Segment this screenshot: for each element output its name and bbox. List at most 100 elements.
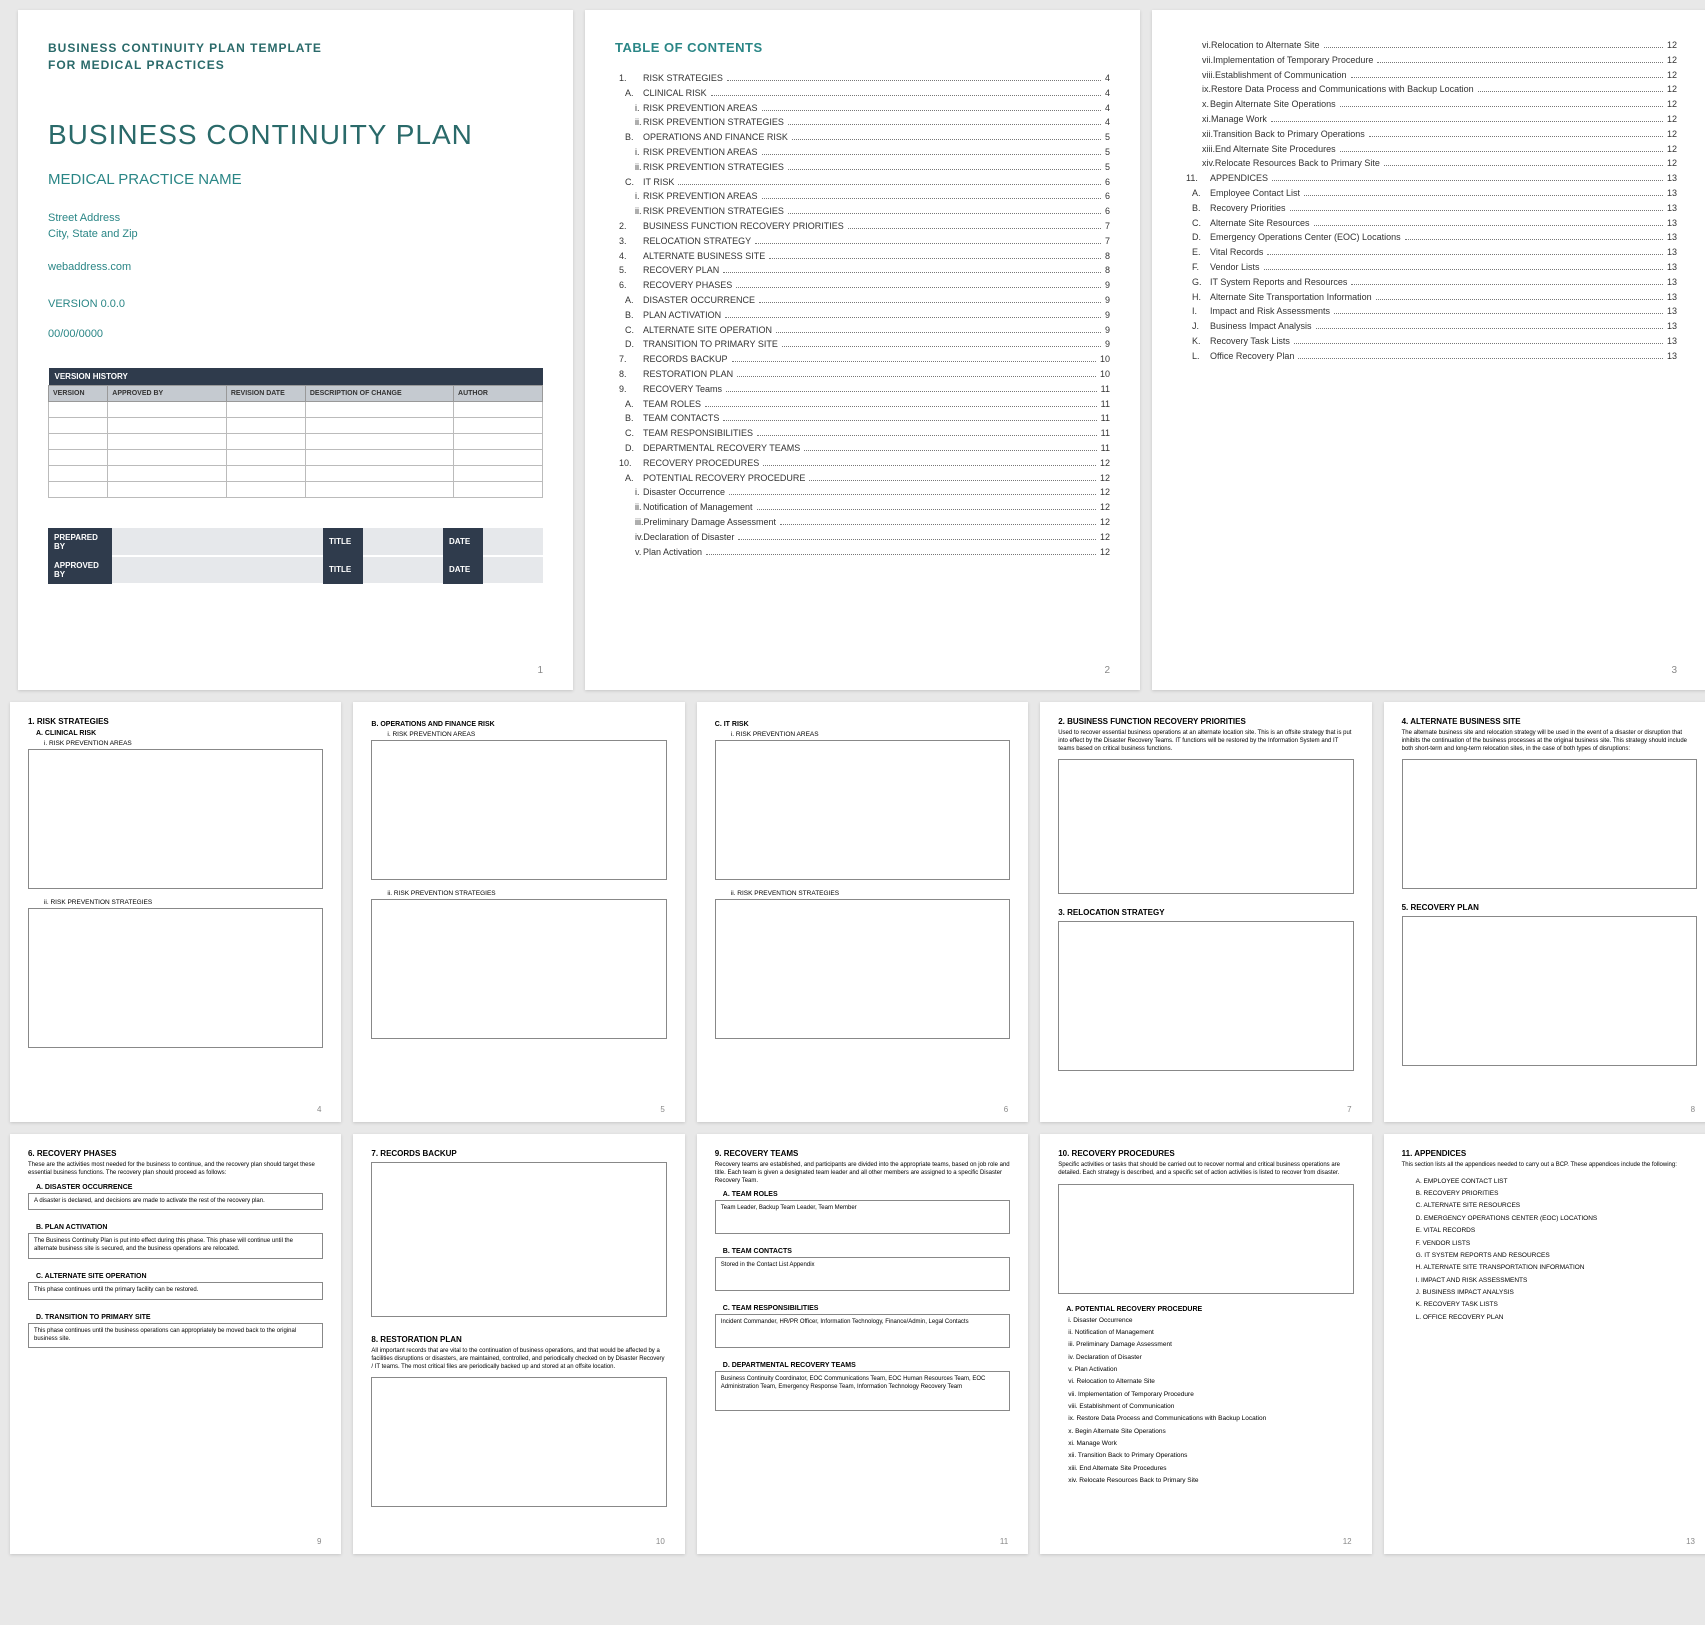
toc-page: 8 — [1105, 251, 1110, 262]
content-box[interactable]: Stored in the Contact List Appendix — [715, 1257, 1010, 1291]
date-field-1[interactable] — [483, 528, 543, 556]
content-box[interactable]: This phase continues until the business … — [28, 1323, 323, 1349]
toc-page: 7 — [1105, 221, 1110, 232]
row-3: 6. RECOVERY PHASES These are the activit… — [10, 1134, 1705, 1554]
toc-label: RISK PREVENTION AREAS — [643, 147, 758, 158]
content-box[interactable]: Business Continuity Coordinator, EOC Com… — [715, 1371, 1010, 1411]
toc-dots — [1298, 358, 1663, 359]
toc-page: 13 — [1667, 173, 1677, 184]
subsection-heading: D. DEPARTMENTAL RECOVERY TEAMS — [723, 1362, 1010, 1369]
toc-dots — [762, 110, 1101, 111]
list-item: xiii. End Alternate Site Procedures — [1068, 1463, 1353, 1475]
toc-page: 4 — [1105, 73, 1110, 84]
content-box[interactable] — [715, 899, 1010, 1039]
content-box[interactable]: Team Leader, Backup Team Leader, Team Me… — [715, 1200, 1010, 1234]
document-title: BUSINESS CONTINUITY PLAN — [48, 119, 543, 151]
page-number: 6 — [1004, 1105, 1008, 1114]
toc-marker: 2. — [615, 221, 643, 232]
content-box[interactable] — [28, 908, 323, 1048]
content-box[interactable] — [1402, 916, 1697, 1066]
approved-by-field[interactable] — [112, 556, 323, 584]
toc-page: 12 — [1667, 40, 1677, 51]
list-item: viii. Establishment of Communication — [1068, 1401, 1353, 1413]
toc-dots — [762, 198, 1101, 199]
title-field-2[interactable] — [363, 556, 443, 584]
content-box[interactable]: This phase continues until the primary f… — [28, 1282, 323, 1300]
toc-entry: G.IT System Reports and Resources13 — [1182, 277, 1677, 288]
vh-col-header: DESCRIPTION OF CHANGE — [305, 385, 453, 401]
page-number: 13 — [1686, 1537, 1695, 1546]
content-box[interactable] — [371, 899, 666, 1039]
section-heading: 2. BUSINESS FUNCTION RECOVERY PRIORITIES — [1058, 717, 1353, 726]
toc-page: 11 — [1101, 428, 1110, 439]
toc-marker: 1. — [615, 73, 643, 84]
content-box[interactable] — [715, 740, 1010, 880]
section-description: These are the activities most needed for… — [28, 1162, 323, 1178]
toc-label: ALTERNATE BUSINESS SITE — [643, 251, 765, 262]
subsection-heading: A. DISASTER OCCURRENCE — [36, 1184, 323, 1191]
subsub-heading: i. RISK PREVENTION AREAS — [387, 731, 666, 738]
toc-dots — [1314, 225, 1663, 226]
toc-dots — [1264, 269, 1663, 270]
page-3-toc: vi.Relocation to Alternate Site12vii.Imp… — [1152, 10, 1705, 690]
toc-dots — [706, 554, 1096, 555]
box-text: This phase continues until the business … — [29, 1324, 322, 1348]
toc-marker: ii. — [615, 117, 643, 128]
toc-page: 13 — [1667, 188, 1677, 199]
toc-page: 12 — [1100, 547, 1110, 558]
content-box[interactable] — [371, 740, 666, 880]
toc-page: 11 — [1101, 384, 1110, 395]
toc-marker: A. — [615, 399, 643, 410]
toc-label: RECOVERY PROCEDURES — [643, 458, 759, 469]
toc-marker: ii. — [615, 206, 643, 217]
toc-entry: vii.Implementation of Temporary Procedur… — [1182, 55, 1677, 66]
practice-name: MEDICAL PRACTICE NAME — [48, 171, 543, 188]
toc-page: 7 — [1105, 236, 1110, 247]
toc-list: 1.RISK STRATEGIES4A.CLINICAL RISK4i.RISK… — [615, 73, 1110, 557]
toc-label: Office Recovery Plan — [1210, 351, 1294, 362]
content-box[interactable] — [371, 1377, 666, 1507]
page-13: 11. APPENDICES This section lists all th… — [1384, 1134, 1705, 1554]
subsection-heading: A. CLINICAL RISK — [36, 730, 323, 737]
section-heading: 7. RECORDS BACKUP — [371, 1149, 666, 1158]
toc-entry: C.TEAM RESPONSIBILITIES11 — [615, 428, 1110, 439]
toc-dots — [1290, 210, 1663, 211]
content-box[interactable] — [28, 749, 323, 889]
toc-dots — [804, 450, 1096, 451]
toc-label: ALTERNATE SITE OPERATION — [643, 325, 772, 336]
row-1: BUSINESS CONTINUITY PLAN TEMPLATE FOR ME… — [10, 10, 1705, 690]
toc-dots — [1271, 121, 1663, 122]
toc-dots — [792, 139, 1101, 140]
content-box[interactable]: Incident Commander, HR/PR Officer, Infor… — [715, 1314, 1010, 1348]
toc-dots — [1351, 284, 1663, 285]
toc-entry: A.Employee Contact List13 — [1182, 188, 1677, 199]
toc-page: 13 — [1667, 351, 1677, 362]
toc-entry: v.Plan Activation12 — [615, 547, 1110, 558]
toc-entry: i.Disaster Occurrence12 — [615, 487, 1110, 498]
toc-marker: B. — [1182, 203, 1210, 214]
content-box[interactable]: A disaster is declared, and decisions ar… — [28, 1193, 323, 1211]
content-box[interactable] — [1058, 1184, 1353, 1294]
page-4: 1. RISK STRATEGIES A. CLINICAL RISK i. R… — [10, 702, 341, 1122]
prepared-by-field[interactable] — [112, 528, 323, 556]
toc-page: 12 — [1667, 84, 1677, 95]
title-field-1[interactable] — [363, 528, 443, 556]
toc-marker: C. — [615, 428, 643, 439]
toc-list: vi.Relocation to Alternate Site12vii.Imp… — [1182, 40, 1677, 362]
date-field-2[interactable] — [483, 556, 543, 584]
subsub-heading: ii. RISK PREVENTION STRATEGIES — [387, 890, 666, 897]
content-box[interactable]: The Business Continuity Plan is put into… — [28, 1233, 323, 1259]
page-number: 2 — [1104, 665, 1110, 676]
toc-entry: 9.RECOVERY Teams11 — [615, 384, 1110, 395]
toc-marker: E. — [1182, 247, 1210, 258]
toc-marker: xiv. — [1182, 158, 1215, 169]
list-item: J. BUSINESS IMPACT ANALYSIS — [1416, 1287, 1697, 1299]
list-item: K. RECOVERY TASK LISTS — [1416, 1299, 1697, 1311]
toc-marker: 5. — [615, 265, 643, 276]
content-box[interactable] — [1058, 759, 1353, 894]
content-box[interactable] — [1058, 921, 1353, 1071]
toc-dots — [705, 406, 1097, 407]
content-box[interactable] — [1402, 759, 1697, 889]
content-box[interactable] — [371, 1162, 666, 1317]
toc-entry: 11.APPENDICES13 — [1182, 173, 1677, 184]
